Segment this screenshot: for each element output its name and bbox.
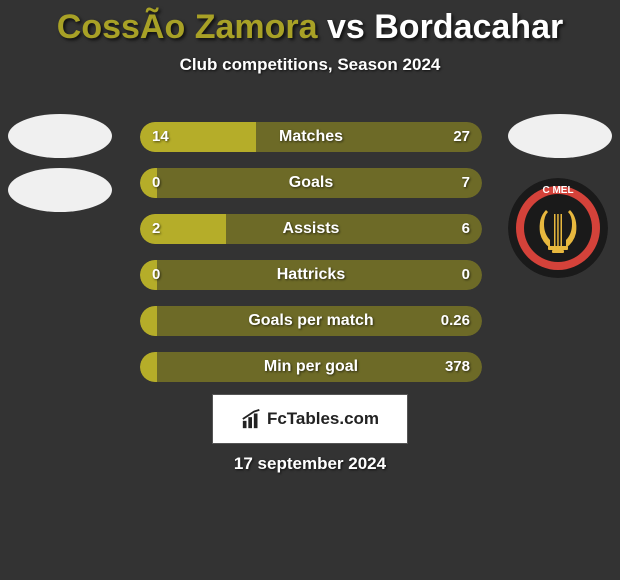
stat-row: 26Assists [140,214,482,244]
svg-text:C MEL: C MEL [542,185,573,196]
player1-avatar-1 [8,114,112,158]
date-text: 17 september 2024 [0,454,620,474]
vs-text: vs [327,8,365,46]
stat-label: Hattricks [140,260,482,290]
subtitle: Club competitions, Season 2024 [0,55,620,75]
stat-row: 00Hattricks [140,260,482,290]
attribution-text: FcTables.com [267,409,379,429]
stat-row: 378Min per goal [140,352,482,382]
attribution-badge: FcTables.com [212,394,408,444]
fctables-icon [241,408,263,430]
comparison-title: CossÃ­o Zamora vs Bordacahar [0,0,620,47]
stat-label: Matches [140,122,482,152]
stat-label: Goals [140,168,482,198]
stat-row: 1427Matches [140,122,482,152]
player2-name: Bordacahar [374,8,563,46]
player1-avatar-2 [8,168,112,212]
player1-name: CossÃ­o Zamora [57,8,318,46]
stats-container: 1427Matches 07Goals 26Assists 00Hattricks 0.… [140,122,482,398]
stat-label: Assists [140,214,482,244]
stat-row: 07Goals [140,168,482,198]
stat-label: Goals per match [140,306,482,336]
club-badge: C MEL [508,178,608,278]
stat-label: Min per goal [140,352,482,382]
player2-avatar [508,114,612,158]
stat-row: 0.26Goals per match [140,306,482,336]
